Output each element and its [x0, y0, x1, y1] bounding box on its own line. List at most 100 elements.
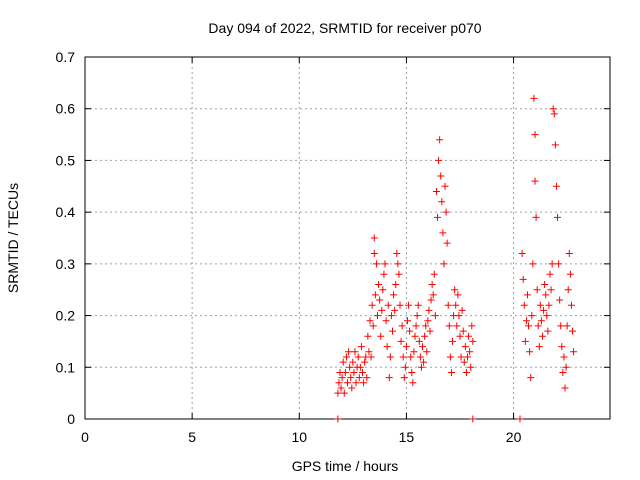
- data-point: [456, 332, 464, 340]
- data-point: [447, 368, 455, 376]
- data-point: [389, 327, 396, 335]
- x-tick-label: 10: [291, 429, 307, 445]
- data-point: [368, 301, 376, 309]
- data-point: [444, 301, 452, 309]
- data-point: [423, 348, 431, 356]
- data-point: [465, 332, 473, 340]
- data-point: [397, 337, 405, 345]
- data-point: [412, 322, 420, 330]
- data-point: [547, 286, 555, 294]
- data-point: [345, 348, 353, 356]
- data-point: [363, 374, 371, 382]
- data-point: [535, 343, 543, 351]
- data-point: [527, 374, 535, 382]
- data-point: [468, 322, 476, 330]
- data-point: [344, 379, 351, 387]
- data-point: [531, 177, 539, 185]
- data-point: [390, 291, 398, 299]
- data-point: [436, 136, 444, 144]
- data-point: [454, 291, 462, 299]
- data-point: [537, 317, 545, 325]
- y-tick-label: 0.7: [56, 49, 76, 65]
- data-point: [546, 270, 554, 278]
- x-tick-label: 15: [399, 429, 415, 445]
- data-point: [361, 358, 369, 366]
- data-point: [459, 327, 467, 335]
- data-point: [541, 281, 549, 289]
- data-point: [431, 312, 439, 320]
- x-tick-label: 0: [81, 429, 89, 445]
- data-point: [421, 332, 429, 340]
- data-point: [560, 353, 568, 361]
- x-tick-label: 5: [188, 429, 196, 445]
- data-point: [401, 363, 409, 371]
- data-point: [360, 379, 368, 387]
- data-point: [439, 229, 447, 237]
- data-point: [516, 415, 524, 423]
- data-point: [399, 353, 407, 361]
- data-point: [424, 317, 432, 325]
- data-point: [534, 322, 542, 330]
- data-point: [455, 312, 463, 320]
- data-point: [348, 384, 356, 392]
- data-point: [467, 363, 475, 371]
- data-point: [392, 281, 400, 289]
- data-point: [531, 131, 539, 139]
- data-point: [342, 353, 350, 361]
- data-point: [562, 363, 570, 371]
- data-point: [407, 353, 415, 361]
- data-point: [457, 353, 465, 361]
- data-point: [569, 327, 576, 335]
- data-point: [417, 363, 425, 371]
- data-point: [414, 301, 422, 309]
- plot-frame: [84, 56, 611, 420]
- data-point: [549, 105, 557, 113]
- data-point: [359, 368, 366, 376]
- data-point: [524, 291, 531, 299]
- data-point: [335, 379, 343, 387]
- data-point: [405, 301, 413, 309]
- data-point: [460, 358, 468, 366]
- data-point: [338, 374, 346, 382]
- data-point: [406, 327, 414, 335]
- data-point: [419, 343, 426, 351]
- data-point: [458, 306, 466, 314]
- data-point: [371, 291, 379, 299]
- data-point: [426, 327, 434, 335]
- data-point: [435, 156, 443, 164]
- data-point: [445, 322, 453, 330]
- data-point: [409, 379, 417, 387]
- data-point: [452, 301, 460, 309]
- data-point: [334, 415, 342, 423]
- data-point: [369, 322, 377, 330]
- data-point: [337, 384, 345, 392]
- data-point: [563, 322, 571, 330]
- data-point: [422, 322, 430, 330]
- data-point: [548, 260, 556, 268]
- data-point: [391, 306, 399, 314]
- data-point: [341, 368, 349, 376]
- data-point: [386, 353, 394, 361]
- data-point: [461, 343, 469, 351]
- data-point: [525, 322, 533, 330]
- data-point: [564, 286, 572, 294]
- data-point: [398, 322, 406, 330]
- data-point: [540, 306, 548, 314]
- data-point: [526, 348, 534, 356]
- data-point: [551, 141, 559, 149]
- data-point: [366, 317, 374, 325]
- data-point: [393, 250, 401, 258]
- data-point: [354, 353, 362, 361]
- data-point: [411, 332, 419, 340]
- data-points: [334, 94, 578, 423]
- data-point: [557, 322, 565, 330]
- data-point: [379, 286, 387, 294]
- data-point: [544, 327, 552, 335]
- data-point: [469, 337, 477, 345]
- data-point: [536, 301, 544, 309]
- data-point: [384, 301, 392, 309]
- data-point: [370, 250, 378, 258]
- data-point: [351, 348, 359, 356]
